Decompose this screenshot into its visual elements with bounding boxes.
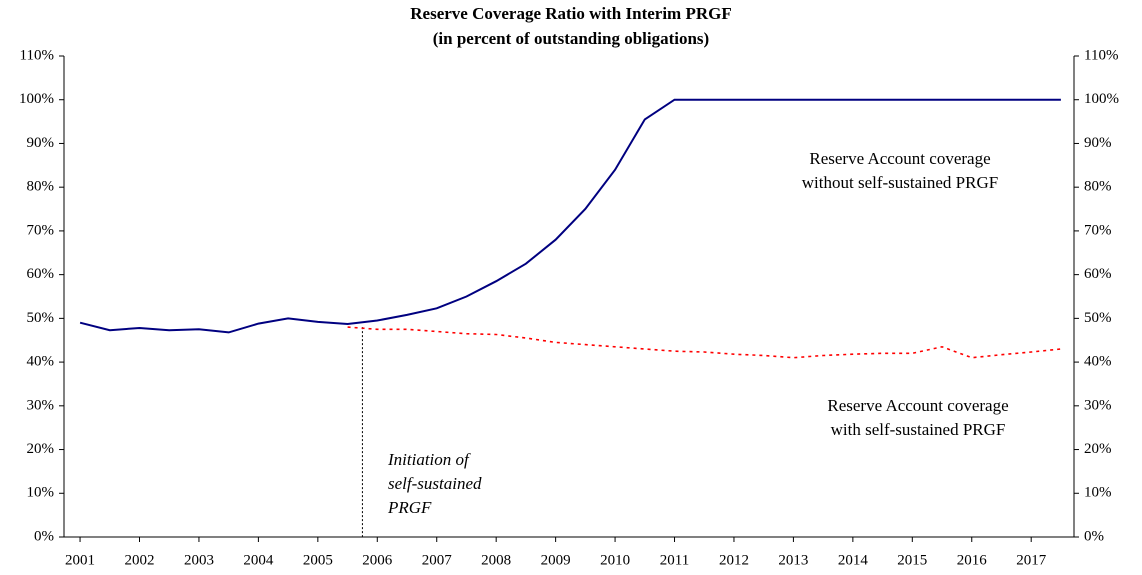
series-line: [347, 326, 1061, 359]
y-tick-label: 60%: [27, 266, 55, 282]
y-tick-label: 40%: [27, 354, 55, 370]
x-tick-label: 2011: [660, 552, 689, 568]
y-tick-label: 30%: [27, 397, 55, 413]
y2-tick-label: 50%: [1084, 310, 1112, 326]
annotation: PRGF: [387, 498, 432, 517]
annotation: Reserve Account coverage: [809, 149, 990, 168]
x-tick-label: 2009: [541, 552, 571, 568]
chart-subtitle: (in percent of outstanding obligations): [433, 29, 709, 48]
y2-tick-label: 90%: [1084, 135, 1112, 151]
x-tick-label: 2014: [838, 552, 869, 568]
annotation: without self-sustained PRGF: [802, 173, 998, 192]
x-tick-label: 2003: [184, 552, 214, 568]
y-tick-label: 10%: [27, 485, 55, 501]
y2-tick-label: 40%: [1084, 354, 1112, 370]
y2-tick-label: 20%: [1084, 441, 1112, 457]
y-tick-label: 80%: [27, 179, 55, 195]
y2-tick-label: 70%: [1084, 222, 1112, 238]
annotation: Reserve Account coverage: [827, 396, 1008, 415]
chart-title: Reserve Coverage Ratio with Interim PRGF: [410, 4, 732, 23]
y2-tick-label: 10%: [1084, 485, 1112, 501]
y-tick-label: 0%: [34, 528, 54, 544]
x-tick-label: 2016: [957, 552, 988, 568]
y2-tick-label: 60%: [1084, 266, 1112, 282]
x-tick-label: 2015: [897, 552, 927, 568]
y-tick-label: 110%: [20, 47, 54, 63]
x-tick-label: 2012: [719, 552, 749, 568]
y2-tick-label: 100%: [1084, 91, 1119, 107]
y2-tick-label: 110%: [1084, 47, 1118, 63]
y-tick-label: 50%: [27, 310, 55, 326]
x-tick-label: 2017: [1016, 552, 1047, 568]
annotation: self-sustained: [388, 474, 482, 493]
y2-tick-label: 0%: [1084, 528, 1104, 544]
y-tick-label: 70%: [27, 222, 55, 238]
x-tick-label: 2010: [600, 552, 630, 568]
x-tick-label: 2007: [422, 552, 453, 568]
x-tick-label: 2005: [303, 552, 333, 568]
x-tick-label: 2006: [362, 552, 393, 568]
annotation: with self-sustained PRGF: [831, 420, 1006, 439]
x-tick-label: 2013: [778, 552, 808, 568]
y-tick-label: 100%: [19, 91, 54, 107]
x-tick-label: 2004: [243, 552, 274, 568]
y-tick-label: 90%: [27, 135, 55, 151]
series-line: [79, 98, 1061, 334]
annotation: Initiation of: [387, 450, 471, 469]
y-tick-label: 20%: [27, 441, 55, 457]
x-tick-label: 2001: [65, 552, 95, 568]
x-tick-label: 2002: [124, 552, 154, 568]
y2-tick-label: 30%: [1084, 397, 1112, 413]
x-tick-label: 2008: [481, 552, 511, 568]
y2-tick-label: 80%: [1084, 179, 1112, 195]
